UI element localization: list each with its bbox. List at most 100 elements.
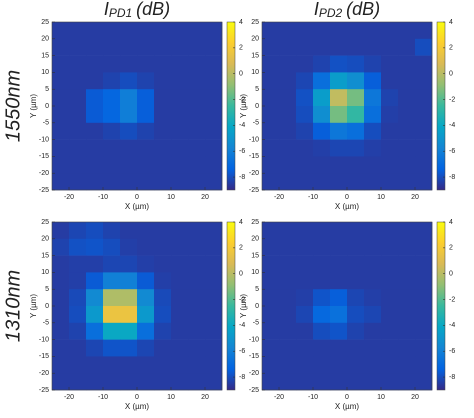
heatmap-cell — [381, 106, 399, 124]
heatmap-cell — [205, 139, 223, 157]
heatmap-cell — [279, 38, 297, 56]
y-tick-label: -25 — [39, 387, 49, 394]
colorbar-tick-label: 4 — [449, 19, 453, 26]
heatmap-cell — [330, 22, 348, 40]
colorbar-tick-label: -2 — [449, 296, 455, 303]
heatmap-cell — [364, 72, 382, 90]
heatmap-cell — [120, 22, 138, 40]
heatmap-cell — [279, 106, 297, 124]
heatmap-cell — [188, 339, 206, 357]
heatmap-cell — [103, 89, 121, 107]
heatmap-cell — [188, 106, 206, 124]
heatmap-cell — [103, 38, 121, 56]
colorbar-tick-label: 0 — [449, 71, 453, 78]
heatmap-cell — [279, 306, 297, 324]
heatmap-cell — [86, 306, 104, 324]
heatmap-cell — [347, 289, 365, 307]
heatmap-cell — [171, 339, 189, 357]
heatmap-cell — [86, 139, 104, 157]
heatmap-cell — [52, 156, 70, 174]
x-tick-label: 20 — [411, 194, 419, 201]
y-tick-label: -10 — [39, 336, 49, 343]
heatmap-cell — [86, 156, 104, 174]
heatmap-cell — [296, 139, 314, 157]
heatmap-cell — [415, 156, 433, 174]
heatmap-cell — [279, 322, 297, 340]
colorbar-tick-label: -8 — [449, 374, 455, 381]
heatmap-cell — [52, 89, 70, 107]
y-tick-label: 0 — [255, 303, 259, 310]
heatmap-cell — [103, 222, 121, 240]
heatmap-cell — [279, 255, 297, 273]
heatmap-cell — [86, 356, 104, 374]
heatmap-cell — [364, 89, 382, 107]
heatmap-cell — [262, 322, 280, 340]
heatmap-cell — [120, 222, 138, 240]
heatmap-cell — [188, 373, 206, 391]
heatmap-cell — [188, 122, 206, 140]
heatmap-cell — [86, 55, 104, 73]
colorbar-tick-label: 4 — [239, 19, 243, 26]
x-tick-label: 0 — [345, 394, 349, 401]
heatmap-cell — [205, 339, 223, 357]
heatmap-cell — [398, 72, 416, 90]
heatmap-cell — [52, 339, 70, 357]
y-tick-label: 25 — [251, 219, 259, 226]
heatmap-cell — [154, 55, 172, 73]
heatmap-cell — [415, 55, 433, 73]
heatmap-cell — [171, 306, 189, 324]
heatmap-cell — [205, 255, 223, 273]
heatmap-cell — [69, 222, 87, 240]
heatmap-cell — [103, 238, 121, 256]
heatmap-cell — [398, 222, 416, 240]
y-tick-label: 5 — [255, 86, 259, 93]
heatmap-cell — [262, 22, 280, 40]
heatmap-cell — [398, 122, 416, 140]
heatmap-cell — [415, 89, 433, 107]
title-unit: (dB) — [136, 0, 170, 19]
heatmap-cell — [69, 72, 87, 90]
heatmap-cell — [52, 255, 70, 273]
heatmap-cell — [296, 38, 314, 56]
heatmap-cell — [137, 255, 155, 273]
y-tick-label: 15 — [41, 252, 49, 259]
heatmap-cell — [120, 38, 138, 56]
y-axis-label: Y (µm) — [29, 94, 38, 118]
heatmap-cell — [381, 238, 399, 256]
heatmap-cell — [296, 238, 314, 256]
heatmap-cell — [364, 289, 382, 307]
heatmap-cell — [347, 22, 365, 40]
colorbar-tick-label: 0 — [239, 271, 243, 278]
heatmap-cell — [103, 156, 121, 174]
y-tick-label: -20 — [39, 170, 49, 177]
y-tick-label: 20 — [251, 36, 259, 43]
heatmap-cell — [154, 373, 172, 391]
heatmap-cell — [120, 106, 138, 124]
heatmap-cell — [262, 122, 280, 140]
heatmap-cell — [86, 339, 104, 357]
heatmap-cell — [415, 272, 433, 290]
x-axis-label: X (µm) — [335, 402, 359, 411]
heatmap-cell — [86, 238, 104, 256]
heatmap-cell — [296, 255, 314, 273]
heatmap-cell — [137, 55, 155, 73]
heatmap-cell — [52, 306, 70, 324]
heatmap-cell — [398, 55, 416, 73]
heatmap-cell — [137, 89, 155, 107]
heatmap-cell — [415, 322, 433, 340]
heatmap-cell — [313, 238, 331, 256]
heatmap-cell — [205, 55, 223, 73]
colorbar-tick-label: -6 — [239, 348, 245, 355]
x-tick-label: -10 — [98, 394, 108, 401]
heatmap-cell — [330, 106, 348, 124]
title-main: I — [314, 0, 319, 19]
heatmap-cell — [171, 122, 189, 140]
x-tick-label: 20 — [411, 394, 419, 401]
heatmap-cell — [279, 55, 297, 73]
y-tick-label: 0 — [255, 103, 259, 110]
x-tick-label: 0 — [135, 194, 139, 201]
heatmap-cell — [137, 306, 155, 324]
heatmap-cell — [120, 373, 138, 391]
heatmap-cell — [296, 339, 314, 357]
